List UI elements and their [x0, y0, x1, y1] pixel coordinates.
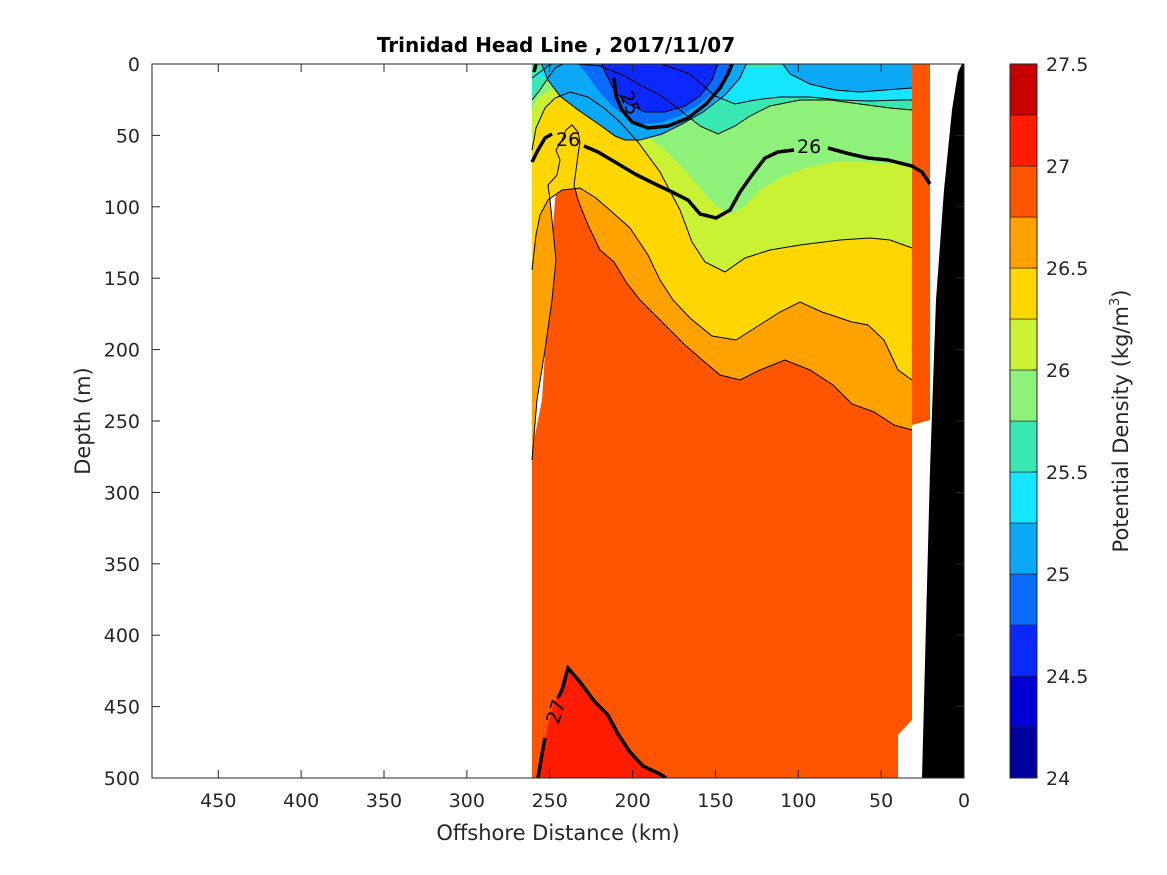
colorbar-swatch	[1009, 471, 1038, 524]
colorbar-swatch	[1009, 114, 1038, 167]
colorbar-swatch	[1009, 726, 1038, 779]
x-tick-label: 100	[780, 790, 816, 812]
colorbar-swatch	[1009, 165, 1038, 218]
band-27-25	[538, 668, 666, 778]
x-tick-label: 150	[697, 790, 733, 812]
x-tick-label: 200	[614, 790, 650, 812]
colorbar-tick-label: 27	[1046, 156, 1070, 178]
y-tick-label: 150	[104, 268, 140, 290]
colorbar-swatch	[1009, 63, 1038, 116]
colorbar-swatch	[1009, 573, 1038, 626]
contour-25	[532, 64, 734, 130]
colorbar-label-text: Potential Density (kg/m	[1109, 306, 1133, 552]
contour-line	[531, 187, 913, 381]
x-tick-label: 50	[869, 790, 893, 812]
colorbar-swatch	[1009, 624, 1038, 677]
contour-field: 25 26 26 27	[530, 64, 964, 778]
colorbar-tick-label: 25.5	[1046, 462, 1088, 484]
y-tick-label: 200	[104, 340, 140, 362]
thin-contours	[531, 64, 913, 461]
colorbar-label-close: )	[1109, 290, 1133, 298]
y-tick-label: 250	[104, 411, 140, 433]
x-tick-label: 250	[532, 790, 568, 812]
colorbar-swatch	[1009, 216, 1038, 269]
x-axis: 450 400 350 300 250 200 150 100 50 0	[200, 64, 970, 812]
band-24-75	[601, 64, 718, 112]
colorbar-frame	[1009, 63, 1038, 779]
y-axis-label: Depth (m)	[71, 367, 95, 474]
colorbar-swatch	[1009, 369, 1038, 422]
y-tick-label: 50	[116, 125, 140, 147]
y-tick-label: 400	[104, 625, 140, 647]
x-tick-label: 400	[283, 790, 319, 812]
x-tick-label: 450	[200, 790, 236, 812]
colorbar-swatch	[1009, 522, 1038, 575]
y-tick-label: 0	[128, 54, 140, 76]
contour-label-26: 26	[797, 136, 821, 158]
colorbar-tick-label: 27.5	[1046, 54, 1088, 76]
colorbar: 24 24.5 25 25.5 26 26.5 27 27.5	[1009, 54, 1088, 790]
colorbar-label-superscript: 3	[1108, 298, 1123, 306]
colorbar-tick-label: 24.5	[1046, 666, 1088, 688]
y-axis: 0 50 100 150 200 250 300 350 400 450 500	[104, 54, 964, 790]
contour-line	[601, 64, 719, 113]
y-tick-label: 450	[104, 697, 140, 719]
y-tick-label: 100	[104, 197, 140, 219]
x-tick-label: 0	[958, 790, 970, 812]
y-tick-label: 350	[104, 554, 140, 576]
contour-line	[531, 124, 913, 461]
y-tick-label: 500	[104, 768, 140, 790]
colorbar-swatch	[1009, 420, 1038, 473]
contour-27	[536, 664, 667, 778]
contour-label-26: 26	[556, 129, 580, 151]
contour-26-mid	[583, 144, 795, 220]
x-tick-label: 300	[449, 790, 485, 812]
colorbar-tick-label: 26	[1046, 360, 1070, 382]
colorbar-tick-label: 25	[1046, 564, 1070, 586]
chart-title: Trinidad Head Line , 2017/11/07	[377, 33, 735, 57]
bathymetry-mask	[922, 64, 964, 778]
contour-26-west	[530, 132, 553, 163]
y-tick-label: 300	[104, 482, 140, 504]
contour-line	[541, 64, 913, 141]
bold-contours	[530, 64, 932, 778]
colorbar-label: Potential Density (kg/m3)	[1108, 290, 1133, 553]
contour-26-east	[827, 146, 932, 185]
colorbar-swatch	[1009, 318, 1038, 371]
colorbar-swatch	[1009, 675, 1038, 728]
x-axis-label: Offshore Distance (km)	[436, 821, 679, 845]
x-tick-label: 350	[366, 790, 402, 812]
colorbar-tick-label: 26.5	[1046, 258, 1088, 280]
colorbar-tick-label: 24	[1046, 768, 1070, 790]
colorbar-swatch	[1009, 267, 1038, 320]
